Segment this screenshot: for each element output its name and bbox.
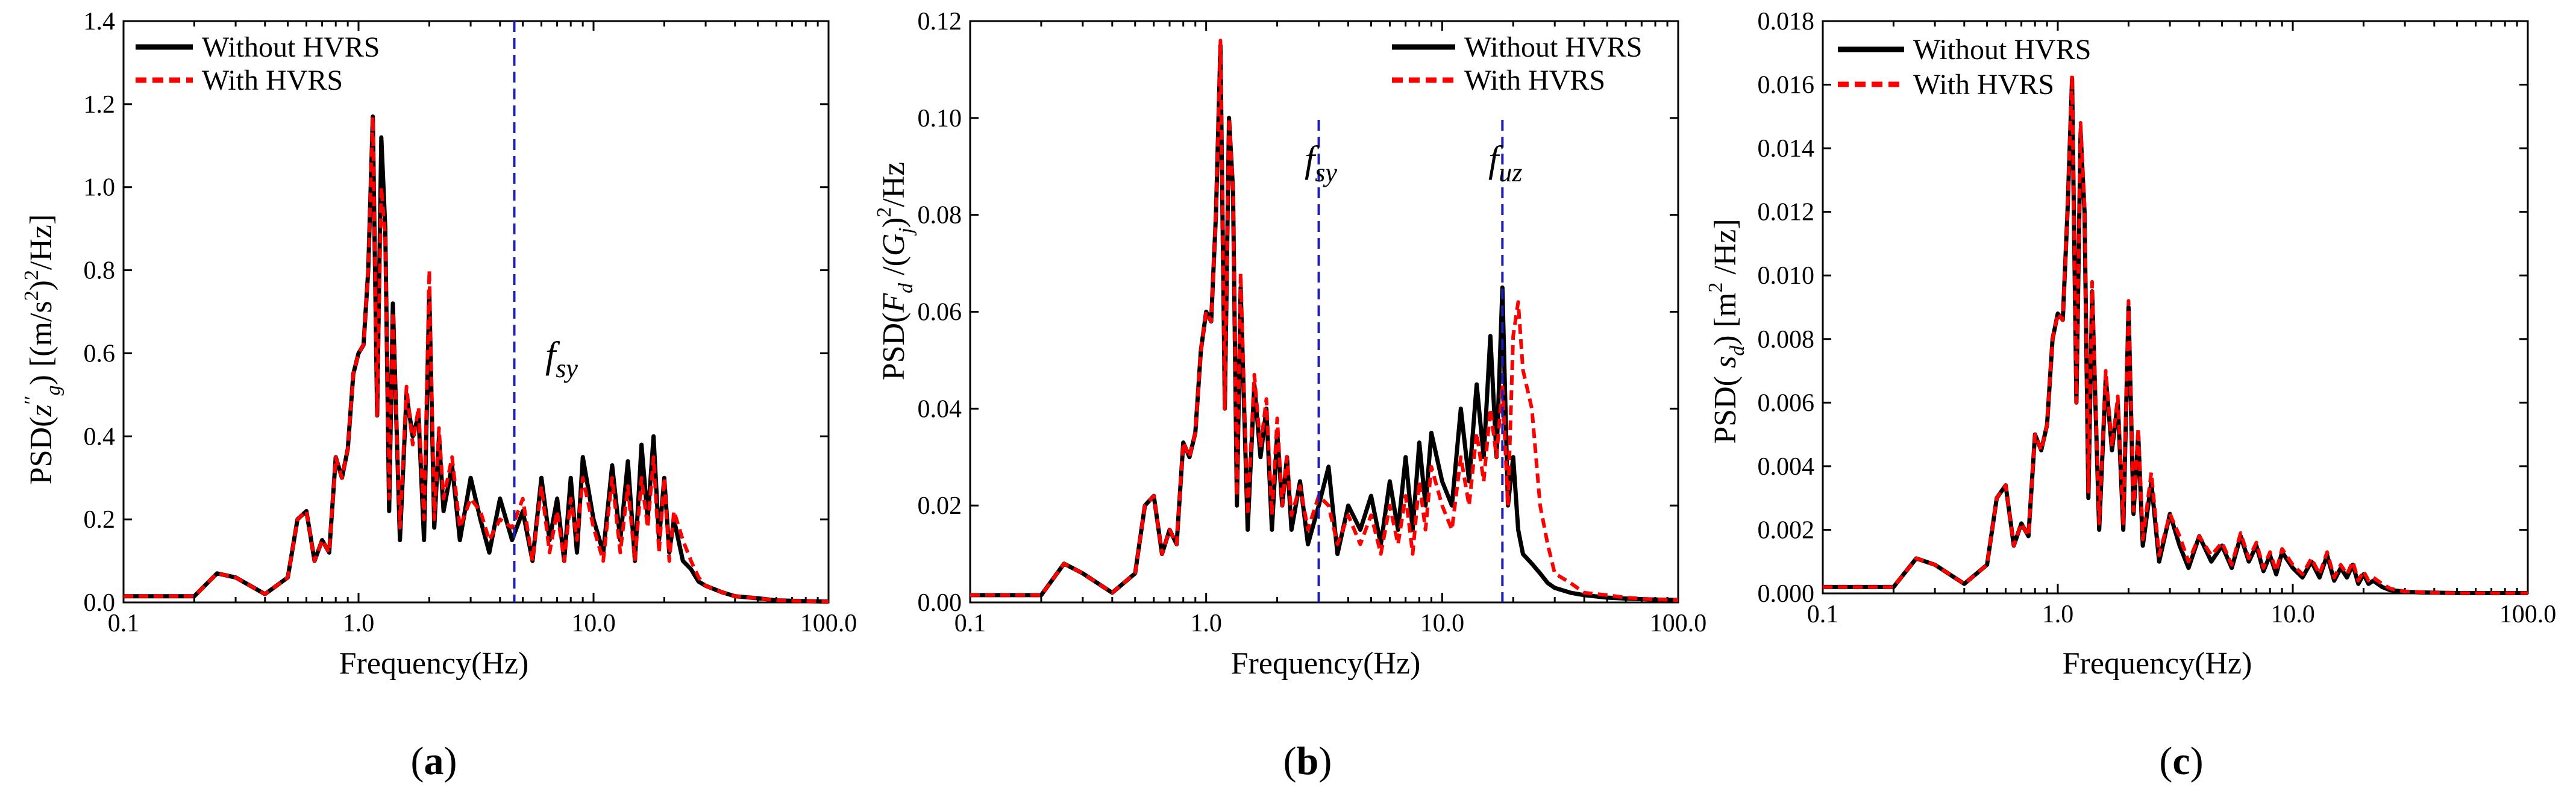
y-tick-label-c: 0.002 xyxy=(1758,516,1815,544)
y-axis-title-c: PSD( sd) [m2 /Hz] xyxy=(1705,219,1749,443)
y-tick-label-b: 0.02 xyxy=(918,492,962,520)
x-axis-title-a: Frequency(Hz) xyxy=(339,646,529,681)
y-tick-label-c: 0.012 xyxy=(1758,199,1815,227)
plot-frame-a xyxy=(122,20,830,604)
x-tick-label-b: 0.1 xyxy=(954,610,986,637)
y-tick-label-a: 0.8 xyxy=(84,257,116,285)
legend-label-without-b: Without HVRS xyxy=(1464,31,1642,63)
y-tick-label-a: 1.0 xyxy=(84,174,116,202)
plot-area-b: 0.00 0.02 0.04 0.06 0.08 0.10 0.12 0.1 1.0 10.0 10… xyxy=(918,8,1707,637)
y-tick-label-a: 1.2 xyxy=(84,91,116,119)
y-axis-title-b: PSD(Fd /(Gj)2/Hz xyxy=(873,162,917,381)
series-line-with-hvrs-a xyxy=(124,114,829,604)
series-line-without-hvrs-b xyxy=(970,43,1679,602)
y-tick-label-c: 0.010 xyxy=(1758,262,1815,290)
caption-a: (a) xyxy=(411,739,457,783)
y-tick-label-c: 0.008 xyxy=(1758,326,1815,354)
x-tick-label-a: 0.1 xyxy=(108,610,140,637)
panel-a: 0.00.20.40.60.81.01.21.40.1 1.0 10.0 100.0 … xyxy=(20,8,857,783)
caption-b: (b) xyxy=(1283,739,1332,783)
panel-b: 0.00 0.02 0.04 0.06 0.08 0.10 0.12 0.1 1.0 10.0 10… xyxy=(873,8,1706,783)
x-tick-label-c: 10.0 xyxy=(2270,601,2315,628)
x-axis-title-b: Frequency(Hz) xyxy=(1231,646,1421,681)
y-tick-label-c: 0.018 xyxy=(1758,8,1815,36)
legend-label-with-a: With HVRS xyxy=(202,64,343,96)
y-tick-label-c: 0.004 xyxy=(1758,453,1815,481)
plot-frame-c xyxy=(1822,20,2529,595)
caption-c: (c) xyxy=(2159,739,2203,783)
y-tick-label-c: 0.014 xyxy=(1758,135,1815,163)
x-tick-label-a: 100.0 xyxy=(800,610,857,637)
x-axis-title-c: Frequency(Hz) xyxy=(2063,646,2252,681)
y-tick-label-a: 1.4 xyxy=(84,8,116,36)
annotation-fsy-b: fsy xyxy=(1305,139,1337,187)
legend-label-without-c: Without HVRS xyxy=(1913,34,2091,66)
legend-b: Without HVRS With HVRS xyxy=(1392,31,1642,96)
y-tick-label-c: 0.016 xyxy=(1758,72,1815,99)
legend-label-without-a: Without HVRS xyxy=(202,31,380,63)
legend-c: Without HVRS With HVRS xyxy=(1838,34,2091,101)
x-tick-label-b: 100.0 xyxy=(1650,610,1707,637)
plot-area-c: 0.000 0.002 0.004 0.006 0.008 0.010 0.012 0.014… xyxy=(1758,8,2557,628)
plot-area-a: 0.0 0.2 0.4 0.6 0.8 1.0 1.2 1.4 0.1 1.0 10.0 100.0 xyxy=(84,8,857,637)
annotation-fsy-a: fsy xyxy=(545,335,578,383)
y-tick-label-b: 0.00 xyxy=(918,589,962,617)
x-tick-label-a: 1.0 xyxy=(343,610,375,637)
y-tick-label-a: 0.6 xyxy=(84,340,116,367)
legend-a: Without HVRS With HVRS xyxy=(136,31,380,96)
y-tick-label-a: 0.0 xyxy=(84,589,116,617)
legend-label-with-c: With HVRS xyxy=(1913,69,2054,101)
y-tick-label-b: 0.04 xyxy=(918,395,962,423)
y-tick-label-c: 0.006 xyxy=(1758,389,1815,417)
x-tick-label-c: 100.0 xyxy=(2499,601,2557,628)
annotation-fuz-b: fuz xyxy=(1488,139,1522,187)
legend-label-with-b: With HVRS xyxy=(1464,64,1605,96)
y-tick-label-b: 0.06 xyxy=(918,299,962,327)
x-tick-label-b: 1.0 xyxy=(1190,610,1222,637)
y-tick-label-b: 0.12 xyxy=(918,8,962,36)
y-tick-label-a: 0.4 xyxy=(84,423,116,451)
y-axis-title-a: PSD(z′′g) [(m/s2)2/Hz] xyxy=(20,214,64,485)
y-tick-label-a: 0.2 xyxy=(84,506,116,534)
y-tick-label-b: 0.10 xyxy=(918,105,962,133)
y-tick-label-c: 0.000 xyxy=(1758,580,1815,608)
panel-c: 0.000 0.002 0.004 0.006 0.008 0.010 0.012 0.014… xyxy=(1705,8,2556,783)
x-tick-label-b: 10.0 xyxy=(1420,610,1465,637)
series-line-without-hvrs-a xyxy=(124,114,829,604)
x-tick-label-c: 0.1 xyxy=(1807,601,1839,628)
x-tick-label-c: 1.0 xyxy=(2042,601,2074,628)
y-tick-label-b: 0.08 xyxy=(918,202,962,230)
series-line-with-hvrs-c xyxy=(1823,73,2528,595)
series-line-without-hvrs-c xyxy=(1823,76,2528,595)
plot-frame-b xyxy=(969,20,1679,604)
x-tick-label-a: 10.0 xyxy=(571,610,616,637)
series-line-with-hvrs-b xyxy=(970,39,1679,602)
